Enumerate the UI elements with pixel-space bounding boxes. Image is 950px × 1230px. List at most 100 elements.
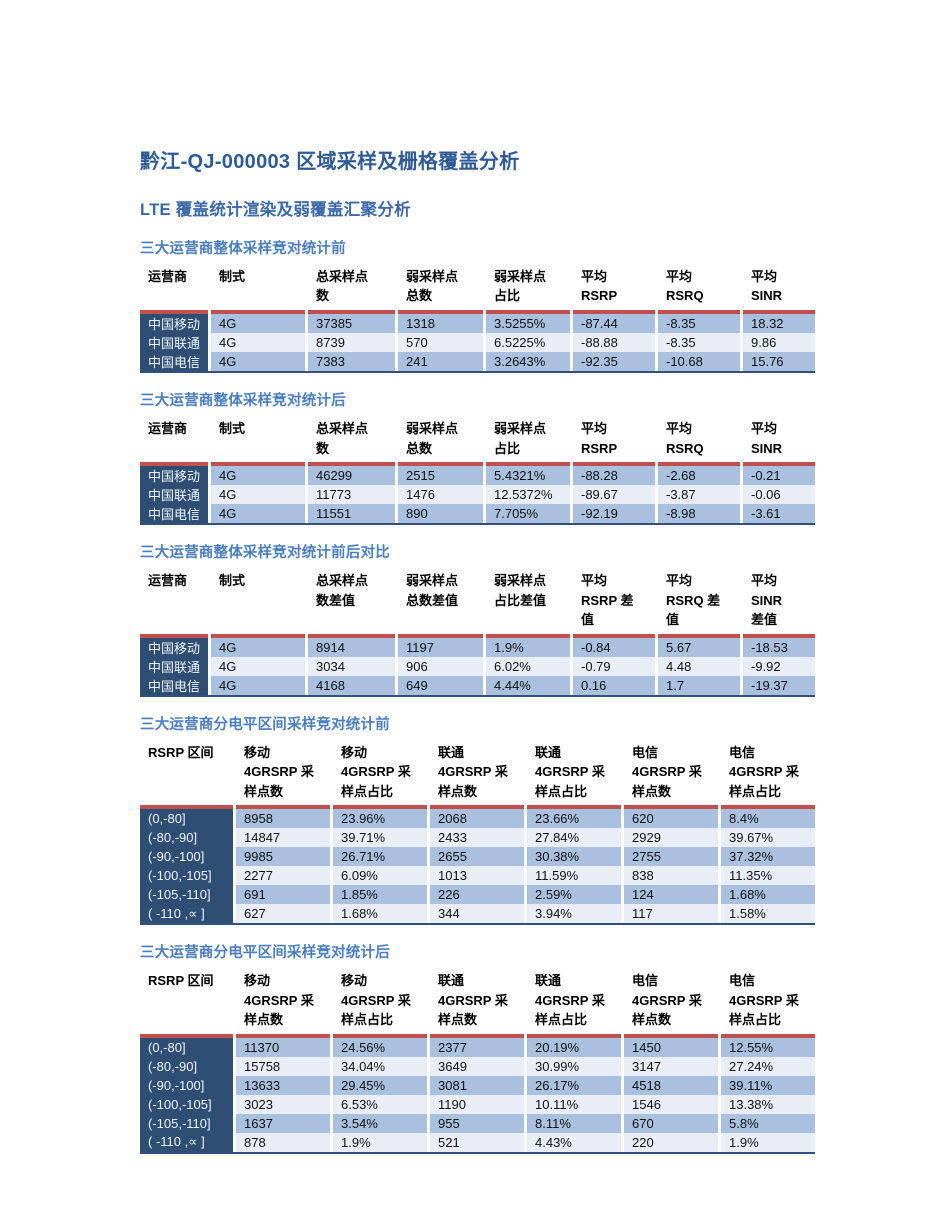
header-row: 运营商 制式 总采样点 数弱采样点 总数 弱采样点 占比 平均 RSRP 平均 RSRQ 平…: [140, 417, 815, 463]
data-cell: 6.09%: [330, 866, 427, 886]
data-cell: 3.94%: [524, 904, 621, 924]
data-cell: 691: [233, 885, 330, 905]
data-cell: 906: [395, 656, 483, 676]
separator-segment: [208, 633, 305, 638]
data-cell: 8.4%: [718, 809, 815, 829]
column-header: 移动 4GRSRP 采 样点占比: [330, 740, 427, 806]
data-cell: 4G: [208, 504, 305, 524]
data-cell: 1318: [395, 313, 483, 333]
row-header-cell: 中国电信: [140, 675, 208, 695]
row-header-cell: (-100,-105]: [140, 866, 233, 886]
data-cell: 8.11%: [524, 1113, 621, 1133]
data-cell: 13.38%: [718, 1094, 815, 1114]
data-cell: 124: [621, 885, 718, 905]
row-header-cell: (-80,-90]: [140, 1056, 233, 1076]
data-cell: 20.19%: [524, 1037, 621, 1057]
data-cell: 4G: [208, 485, 305, 505]
data-cell: -9.92: [740, 656, 815, 676]
column-header: 移动 4GRSRP 采 样点占比: [330, 969, 427, 1034]
column-header: 弱采样点 占比差值: [483, 569, 570, 634]
row-header-cell: (-80,-90]: [140, 828, 233, 848]
accent-separator-bar: [140, 1033, 815, 1038]
data-cell: -19.37: [740, 675, 815, 695]
column-header: 运营商: [140, 417, 208, 463]
data-cell: 620: [621, 809, 718, 829]
separator-segment: [621, 1033, 718, 1038]
accent-separator-bar: [140, 309, 815, 314]
data-cell: 241: [395, 351, 483, 371]
row-header-cell: 中国移动: [140, 313, 208, 333]
data-cell: 2929: [621, 828, 718, 848]
data-cell: 2755: [621, 847, 718, 867]
data-cell: 1.68%: [330, 904, 427, 924]
data-cell: 4G: [208, 675, 305, 695]
column-header: 电信 4GRSRP 采 样点数: [621, 740, 718, 806]
data-cell: 11370: [233, 1037, 330, 1057]
column-header: 平均 RSRQ 差 值: [655, 569, 740, 634]
data-cell: 29.45%: [330, 1075, 427, 1095]
data-cell: 220: [621, 1132, 718, 1152]
table-row: 中国电信 4G 7383 241 3.2643% -92.35 -10.68 15.76: [140, 351, 815, 371]
data-cell: 1.85%: [330, 885, 427, 905]
column-header: 弱采样点 总数差值: [395, 569, 483, 634]
column-header: 弱采样点 占比: [483, 264, 570, 310]
column-header: 运营商: [140, 569, 208, 634]
table-row: (-80,-90] 14847 39.71% 2433 27.84% 2929 39.67%: [140, 828, 815, 848]
table-row: 中国联通 4G 3034 906 6.02% -0.79 4.48 -9.92: [140, 656, 815, 676]
data-cell: -88.28: [570, 466, 655, 486]
data-cell: 4.44%: [483, 675, 570, 695]
data-cell: 7.705%: [483, 504, 570, 524]
section-rsrp-range-after: 三大运营商分电平区间采样竞对统计后 RSRP 区间 移动 4GRSRP 采 样点数…: [140, 944, 820, 1154]
data-cell: 3081: [427, 1075, 524, 1095]
stats-table-rsrp-after: RSRP 区间 移动 4GRSRP 采 样点数 移动 4GRSRP 采 样点占比 联通…: [140, 969, 815, 1154]
section-overall-after: 三大运营商整体采样竞对统计后 运营商 制式 总采样点 数弱采样点 总数 弱采样点 占比…: [140, 392, 820, 526]
data-cell: 2068: [427, 809, 524, 829]
data-cell: 1637: [233, 1113, 330, 1133]
separator-segment: [208, 462, 305, 467]
data-cell: 2655: [427, 847, 524, 867]
data-cell: 18.32: [740, 313, 815, 333]
data-cell: 4G: [208, 466, 305, 486]
separator-segment: [395, 462, 483, 467]
data-cell: 890: [395, 504, 483, 524]
data-cell: 226: [427, 885, 524, 905]
data-cell: 6.02%: [483, 656, 570, 676]
data-cell: 13633: [233, 1075, 330, 1095]
column-header: 弱采样点 总数: [395, 417, 483, 463]
data-cell: 4.43%: [524, 1132, 621, 1152]
table-row: (-100,-105] 2277 6.09% 1013 11.59% 838 11.35%: [140, 866, 815, 886]
data-cell: 6.53%: [330, 1094, 427, 1114]
separator-segment: [570, 309, 655, 314]
separator-segment: [305, 633, 395, 638]
separator-segment: [427, 805, 524, 810]
data-cell: 3.2643%: [483, 351, 570, 371]
data-cell: 5.67: [655, 637, 740, 657]
column-header: 总采样点 数差值: [305, 569, 395, 634]
separator-segment: [483, 462, 570, 467]
data-cell: 5.4321%: [483, 466, 570, 486]
data-cell: 521: [427, 1132, 524, 1152]
stats-table-overall-before: 运营商 制式 总采样点 数弱采样点 总数 弱采样点 占比 平均 RSRP 平均 RSRQ 平…: [140, 264, 815, 373]
data-cell: 2377: [427, 1037, 524, 1057]
stats-table-overall-diff: 运营商 制式 总采样点 数差值 弱采样点 总数差值 弱采样点 占比差值 平均 RSRP 差…: [140, 569, 815, 697]
data-cell: 0.16: [570, 675, 655, 695]
table-row: 中国电信 4G 11551 890 7.705% -92.19 -8.98 -3.61: [140, 504, 815, 524]
column-header: 运营商: [140, 264, 208, 310]
header-row: 运营商 制式 总采样点 数差值 弱采样点 总数差值 弱采样点 占比差值 平均 RSRP 差…: [140, 569, 815, 634]
column-header: 联通 4GRSRP 采 样点数: [427, 740, 524, 806]
data-cell: 12.5372%: [483, 485, 570, 505]
separator-segment: [395, 309, 483, 314]
table-row: 中国移动 4G 37385 1318 3.5255% -87.44 -8.35 18.32: [140, 313, 815, 333]
data-cell: 9985: [233, 847, 330, 867]
column-header: 平均 RSRP: [570, 417, 655, 463]
column-header: RSRP 区间: [140, 740, 233, 806]
header-row: 运营商 制式 总采样点 数弱采样点 总数 弱采样点 占比 平均 RSRP 平均 RSRQ 平…: [140, 264, 815, 310]
table-row: (-80,-90] 15758 34.04% 3649 30.99% 3147 27.24%: [140, 1056, 815, 1076]
data-cell: 1.9%: [483, 637, 570, 657]
row-header-cell: 中国移动: [140, 637, 208, 657]
data-cell: 39.67%: [718, 828, 815, 848]
separator-segment: [655, 462, 740, 467]
data-cell: 9.86: [740, 332, 815, 352]
header-row: RSRP 区间 移动 4GRSRP 采 样点数 移动 4GRSRP 采 样点占比 联通…: [140, 740, 815, 806]
table-row: (-90,-100] 9985 26.71% 2655 30.38% 2755 37.32%: [140, 847, 815, 867]
